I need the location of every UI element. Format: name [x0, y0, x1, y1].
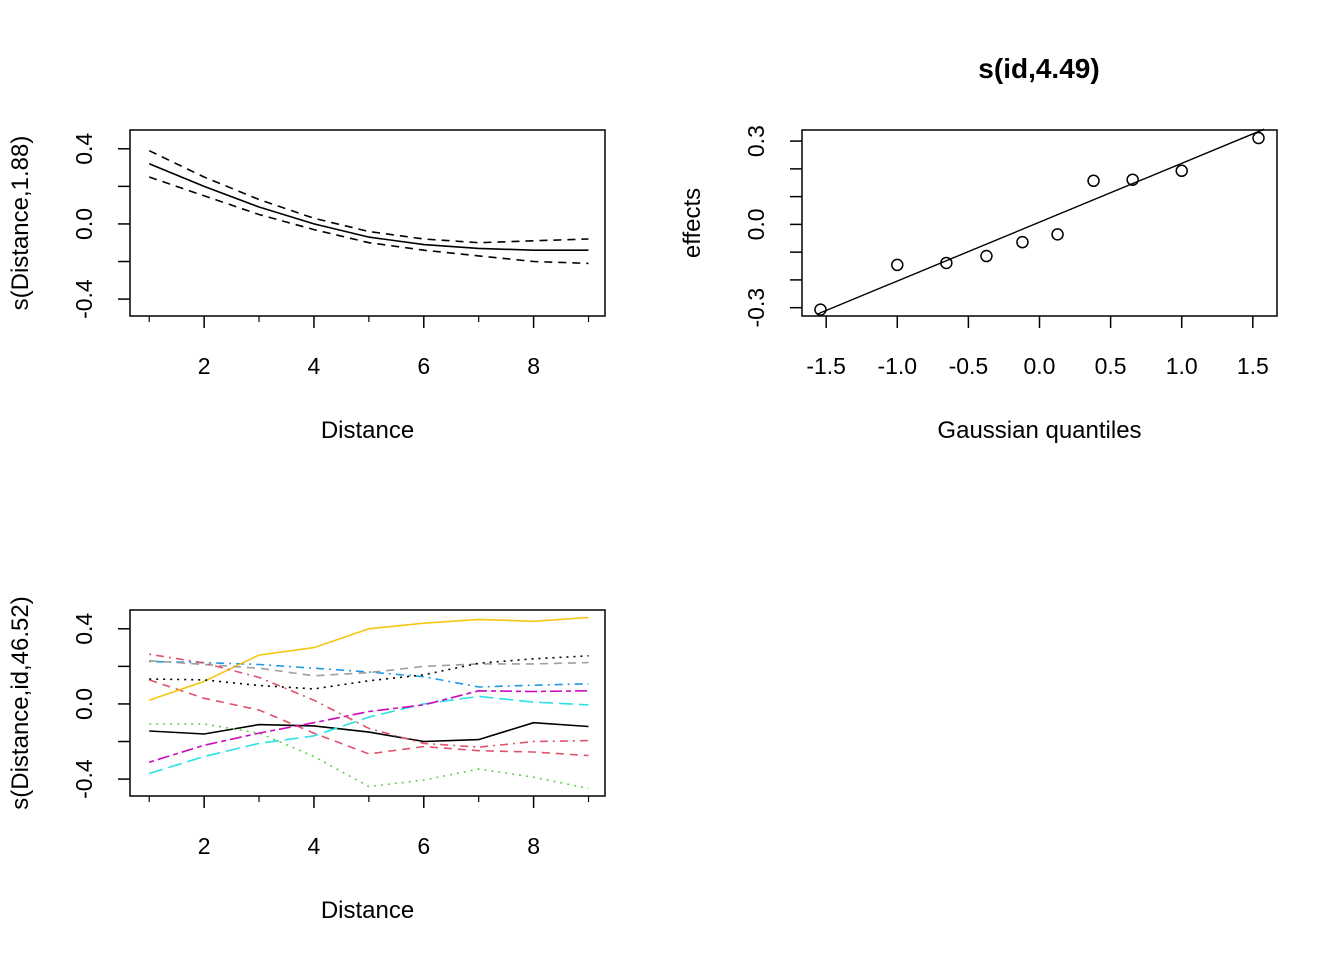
- x-axis-label: Distance: [321, 897, 414, 924]
- panel-3: 2 4 6 8 -0.4 0.0 0.4 Distance s(Distance,id,46.5…: [7, 596, 606, 924]
- x-axis-label: Gaussian quantiles: [937, 417, 1141, 444]
- qq-point: [891, 258, 904, 272]
- qq-point: [980, 249, 993, 263]
- plot-frame: [129, 129, 606, 317]
- x-tick-label: 6: [417, 833, 430, 859]
- y-tick-label: -0.4: [71, 279, 97, 319]
- y-tick-label: -0.3: [743, 288, 769, 328]
- x-axis-label: Distance: [321, 417, 414, 444]
- series-line-6: [148, 689, 589, 763]
- qq-point: [1252, 131, 1265, 145]
- panel-1: 2 4 6 8 -0.4 0.0 0.4 Distance s(Distance,1.88): [7, 129, 606, 444]
- series-line-1: [149, 721, 589, 743]
- y-tick-label: -0.4: [71, 759, 97, 799]
- y-tick-label: 0.4: [71, 613, 97, 645]
- y-tick-label: 0.0: [743, 208, 769, 240]
- y-tick-label: 0.0: [71, 688, 97, 720]
- y-axis-label: effects: [679, 188, 706, 258]
- x-tick-label: -1.0: [877, 353, 917, 379]
- series-line-8: [149, 659, 589, 677]
- plot-frame: [801, 129, 1278, 317]
- x-tick-label: 1.0: [1166, 353, 1198, 379]
- qq-point: [814, 303, 827, 316]
- x-tick-label: 2: [198, 353, 211, 379]
- series-line-1: [148, 163, 589, 251]
- series-line-4: [149, 660, 589, 688]
- qq-reference-line: [817, 128, 1265, 315]
- x-tick-label: 6: [417, 353, 430, 379]
- x-tick-label: 4: [308, 833, 321, 859]
- y-tick-label: 0.3: [743, 125, 769, 157]
- series-line-5: [148, 695, 589, 775]
- x-tick-label: 1.5: [1237, 353, 1269, 379]
- series-line-3: [148, 176, 589, 265]
- series-line-9: [149, 655, 589, 690]
- x-tick-label: 4: [308, 353, 321, 379]
- y-tick-label: 0.0: [71, 208, 97, 240]
- qq-point: [940, 256, 953, 270]
- x-tick-label: 8: [527, 353, 540, 379]
- qq-point: [1087, 174, 1100, 188]
- series-line-3: [149, 723, 589, 790]
- series-line-2: [148, 679, 589, 757]
- qq-point: [1126, 173, 1139, 186]
- y-axis-label: s(Distance,id,46.52): [7, 596, 34, 809]
- plot-frame: [129, 609, 606, 797]
- qq-point: [1016, 235, 1029, 249]
- x-tick-label: 0.5: [1095, 353, 1127, 379]
- series-line-10: [149, 653, 589, 749]
- x-tick-label: 0.0: [1024, 353, 1056, 379]
- y-tick-label: 0.4: [71, 133, 97, 165]
- qq-point: [1175, 164, 1188, 178]
- series-line-7: [148, 616, 589, 701]
- x-tick-label: -1.5: [806, 353, 846, 379]
- panel-2: -1.5 -1.0 -0.5 0.0 0.5 1.0 1.5 -0.3 0.0 0.3 Gaussi…: [679, 125, 1278, 444]
- series-line-2: [148, 149, 589, 244]
- panel2-title: s(id,4.49): [978, 53, 1099, 84]
- x-tick-label: -0.5: [949, 353, 989, 379]
- x-tick-label: 2: [198, 833, 211, 859]
- y-axis-label: s(Distance,1.88): [7, 136, 34, 311]
- x-tick-label: 8: [527, 833, 540, 859]
- qq-point: [1051, 228, 1064, 241]
